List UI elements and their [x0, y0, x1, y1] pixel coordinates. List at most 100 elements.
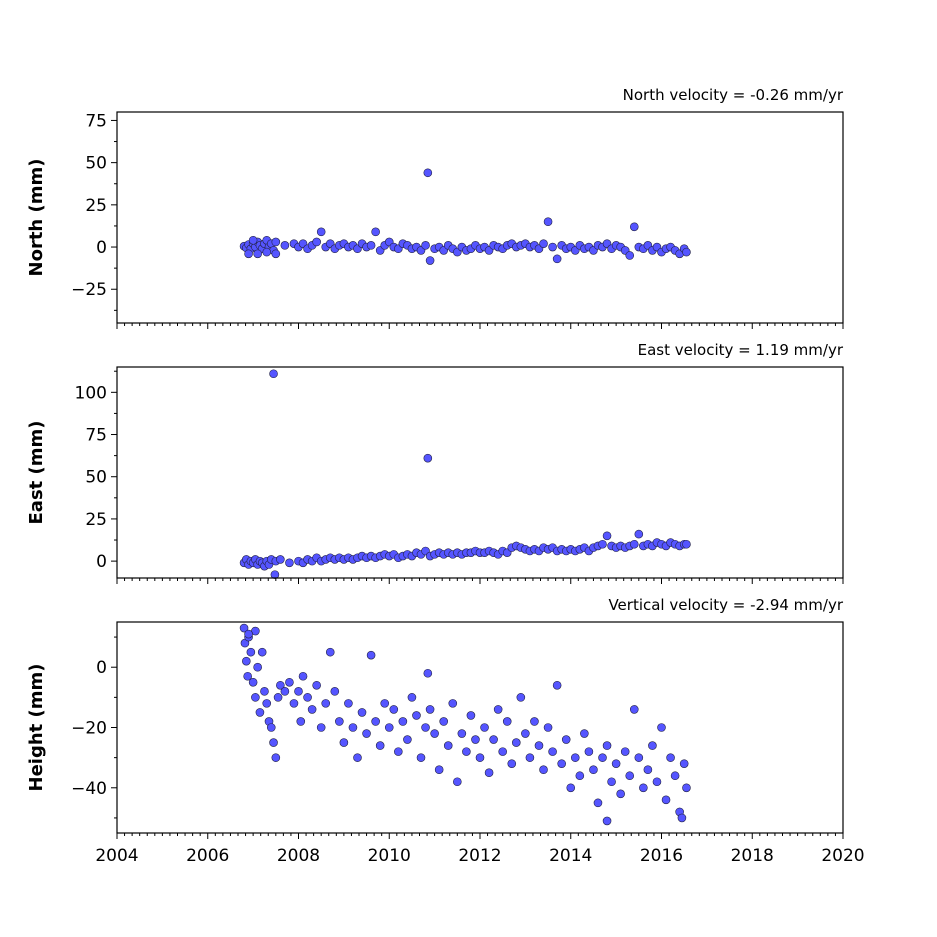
height-data-point	[339, 738, 349, 747]
height-data-point	[246, 647, 256, 657]
height-data-point	[289, 699, 299, 708]
height-data-point	[670, 771, 680, 781]
north-data-point	[425, 256, 435, 265]
height-data-point	[251, 693, 260, 702]
height-data-point	[384, 723, 394, 732]
height-data-point	[398, 717, 408, 726]
north-data-point	[248, 235, 258, 245]
height-data-point	[316, 723, 326, 732]
height-y-tick-label: −20	[71, 719, 107, 739]
x-tick-label: 2008	[277, 846, 320, 866]
north-data-point	[262, 247, 272, 257]
height-data-point	[677, 813, 687, 823]
height-data-point	[439, 717, 449, 726]
height-data-point	[611, 759, 621, 768]
height-data-point	[394, 747, 403, 756]
height-data-point	[362, 729, 371, 738]
north-data-point	[271, 237, 281, 247]
height-data-point	[466, 711, 476, 720]
east-data-point	[629, 539, 639, 549]
height-data-point	[425, 705, 435, 714]
height-data-point	[262, 699, 272, 708]
north-data-point	[552, 254, 562, 264]
height-data-point	[312, 680, 321, 690]
north-data-point	[423, 168, 433, 178]
height-data-point	[480, 723, 489, 732]
height-data-point	[335, 717, 344, 726]
height-data-point	[589, 765, 598, 775]
height-data-point	[243, 671, 252, 681]
north-data-point	[271, 249, 281, 259]
east-y-tick-label: 100	[75, 383, 107, 403]
height-data-point	[548, 747, 557, 756]
height-data-point	[434, 765, 444, 775]
height-data-point	[602, 741, 612, 750]
north-panel: North velocity = -0.26 mm/yr North (mm) 75…	[26, 86, 844, 329]
height-data-point	[484, 768, 494, 778]
height-data-point	[421, 723, 430, 732]
height-data-point	[280, 687, 290, 696]
north-data-point	[280, 241, 290, 250]
x-tick-label: 2014	[549, 846, 592, 866]
height-data-point	[493, 705, 503, 714]
north-plot-frame	[116, 111, 844, 324]
height-plot-frame	[116, 621, 844, 834]
height-data-point	[430, 729, 439, 738]
height-data-point	[575, 771, 585, 781]
height-data-point	[511, 738, 521, 747]
x-tick-label: 2020	[821, 846, 864, 866]
east-data-point	[423, 453, 433, 463]
height-data-point	[648, 741, 657, 750]
height-data-point	[366, 650, 376, 660]
east-y-tick-label: 75	[85, 426, 107, 446]
height-velocity-title: Vertical velocity = -2.94 mm/yr	[608, 596, 843, 614]
north-data-point	[421, 241, 430, 250]
north-velocity-title: North velocity = -0.26 mm/yr	[623, 86, 844, 104]
height-data-point	[325, 647, 335, 657]
east-data-point	[602, 531, 612, 541]
north-data-point	[366, 241, 376, 250]
height-data-point	[344, 699, 353, 708]
height-data-point	[502, 717, 512, 726]
x-tick-label: 2018	[731, 846, 774, 866]
east-y-axis-label: East (mm)	[26, 421, 47, 525]
east-y-tick-label: 50	[85, 468, 107, 488]
height-data-point	[643, 765, 653, 775]
height-panel: Vertical velocity = -2.94 mm/yr Height (m…	[26, 596, 865, 866]
height-data-point	[239, 623, 249, 633]
east-data-point	[270, 570, 280, 579]
east-data-point	[276, 555, 285, 564]
east-data-point	[285, 558, 294, 568]
height-data-point	[625, 771, 635, 781]
height-data-point	[539, 765, 548, 775]
height-data-point	[620, 747, 630, 756]
height-data-point	[375, 741, 385, 750]
height-data-point	[453, 777, 462, 787]
height-data-point	[273, 693, 283, 702]
height-data-point	[580, 729, 589, 738]
height-data-point	[307, 705, 317, 714]
height-data-point	[443, 741, 453, 750]
height-data-point	[330, 687, 340, 696]
height-data-point	[557, 759, 566, 768]
north-data-point	[312, 237, 321, 247]
height-data-point	[584, 747, 594, 756]
height-data-point	[598, 753, 607, 762]
north-y-tick-label: 75	[85, 111, 107, 131]
height-data-point	[521, 729, 530, 738]
height-data-point	[403, 735, 412, 744]
north-data-points	[239, 168, 691, 265]
east-velocity-title: East velocity = 1.19 mm/yr	[638, 341, 844, 359]
height-data-point	[543, 723, 553, 732]
height-data-point	[412, 711, 421, 720]
east-data-point	[634, 529, 644, 539]
x-tick-label: 2004	[95, 846, 138, 866]
height-data-point	[570, 753, 580, 762]
east-data-points	[239, 369, 691, 579]
x-tick-label: 2012	[458, 846, 501, 866]
height-data-point	[475, 753, 485, 762]
north-y-axis-label: North (mm)	[26, 159, 47, 277]
height-data-point	[657, 723, 666, 732]
height-data-point	[389, 705, 399, 714]
height-data-point	[357, 708, 367, 717]
